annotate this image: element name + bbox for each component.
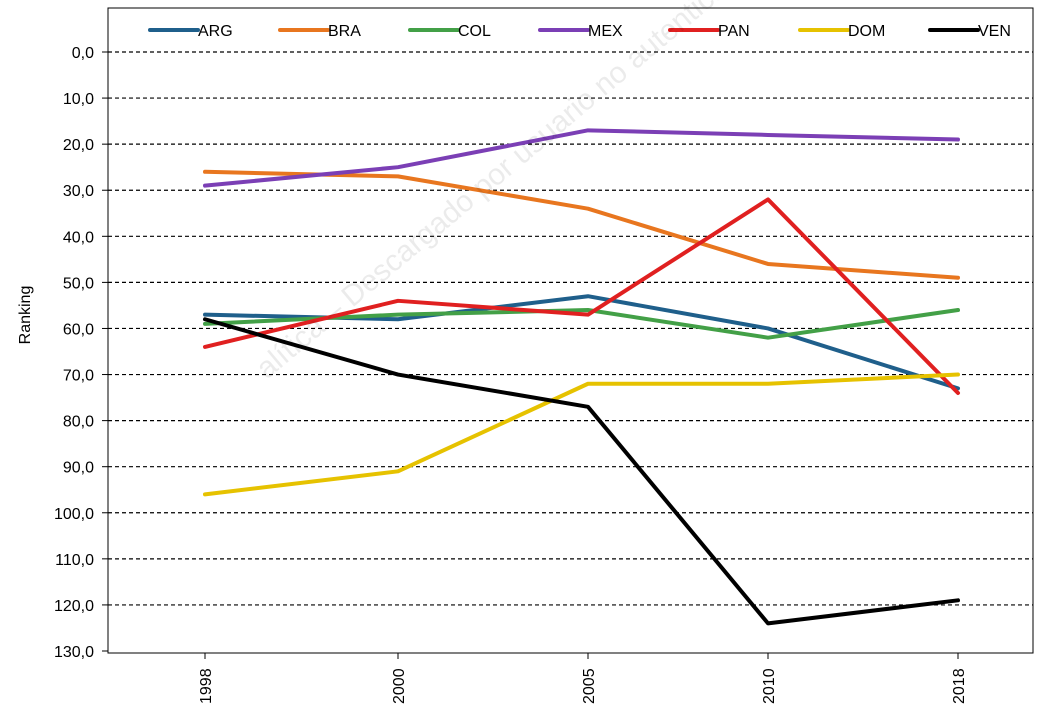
x-tick-label: 2010	[761, 668, 778, 704]
series-line-dom	[203, 372, 960, 497]
legend-label-mex: MEX	[588, 23, 623, 40]
series-lines	[203, 128, 960, 626]
y-tick-label: 70,0	[63, 368, 94, 385]
y-axis-label: Ranking	[17, 286, 34, 345]
x-tick-label: 2000	[391, 668, 408, 704]
legend: ARG BRA COL MEX PAN DOM VEN	[148, 23, 1011, 40]
y-tick-label: 60,0	[63, 321, 94, 338]
y-tick-label: 30,0	[63, 183, 94, 200]
series-line-pan	[203, 197, 960, 395]
y-tick-label: 0,0	[72, 45, 94, 62]
y-tick-label: 10,0	[63, 91, 94, 108]
y-tick-label: 100,0	[54, 506, 94, 523]
series-line-ven	[203, 317, 960, 626]
y-tick-label: 40,0	[63, 229, 94, 246]
x-tick-label: 2005	[581, 668, 598, 704]
legend-label-dom: DOM	[848, 23, 885, 40]
y-tick-label: 90,0	[63, 460, 94, 477]
y-tick-label: 20,0	[63, 137, 94, 154]
legend-label-col: COL	[458, 23, 491, 40]
gridlines	[108, 51, 1033, 606]
legend-label-arg: ARG	[198, 23, 233, 40]
x-axis-ticks: 1998 2000 2005 2010 2018	[198, 653, 968, 704]
legend-label-pan: PAN	[718, 23, 750, 40]
series-line-mex	[203, 128, 960, 188]
x-tick-label: 2018	[951, 668, 968, 704]
y-tick-label: 120,0	[54, 598, 94, 615]
y-tick-label: 80,0	[63, 414, 94, 431]
y-axis-ticks: 0,0 10,0 20,0 30,0 40,0 50,0 60,0 70,0 80,0 90,0 1…	[54, 45, 108, 661]
y-tick-label: 110,0	[55, 552, 94, 569]
legend-label-ven: VEN	[978, 23, 1011, 40]
x-tick-label: 1998	[198, 668, 215, 704]
y-tick-label: 50,0	[63, 275, 94, 292]
legend-label-bra: BRA	[328, 23, 361, 40]
y-tick-label: 130,0	[54, 644, 94, 661]
plot-area	[107, 7, 1034, 654]
